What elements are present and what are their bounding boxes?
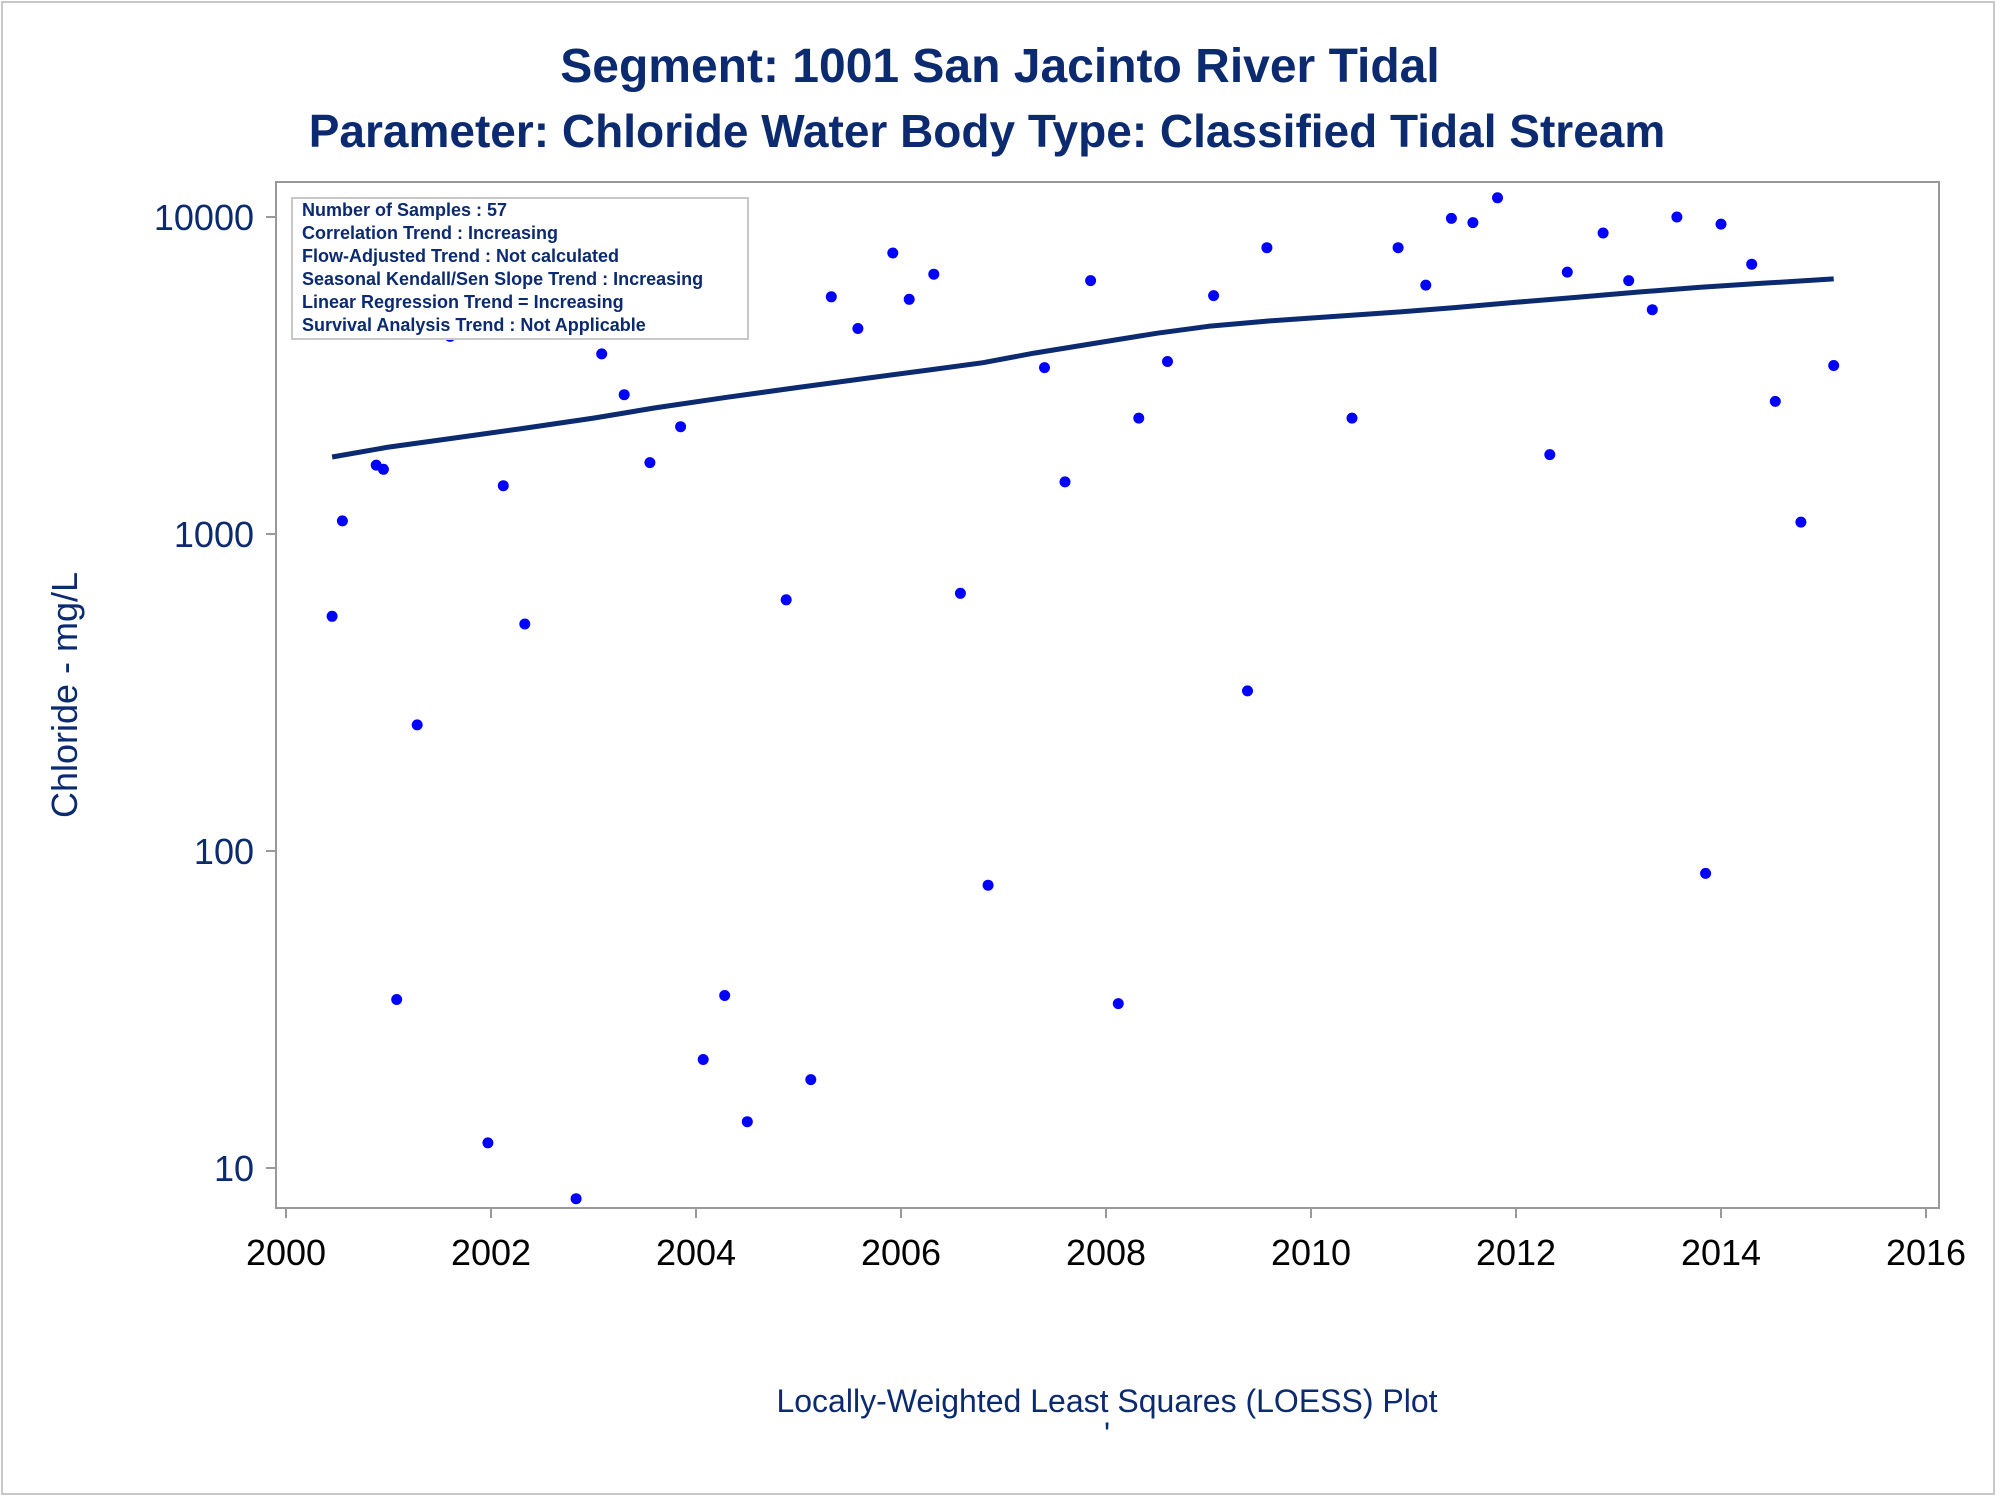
y-axis-title: Chloride - mg/L — [44, 572, 85, 818]
sample-point — [675, 421, 687, 433]
x-tick-label: 2006 — [861, 1232, 941, 1273]
sample-point — [852, 323, 864, 334]
sample-point — [326, 610, 338, 622]
loess-trend-layer — [331, 276, 1834, 460]
sample-point — [336, 515, 348, 527]
plot-area — [275, 181, 1940, 1209]
inset-line-seasonal-kendall: Seasonal Kendall/Sen Slope Trend : Incre… — [302, 269, 703, 289]
sample-point — [697, 1054, 709, 1065]
sample-point — [928, 268, 940, 280]
sample-point — [887, 247, 899, 259]
x-tick-label: 2008 — [1066, 1232, 1146, 1273]
y-tick-label: 10000 — [154, 197, 254, 238]
x-tick-label: 2016 — [1886, 1232, 1966, 1273]
sample-point — [982, 879, 994, 891]
sample-point — [1597, 227, 1609, 239]
sample-point — [903, 293, 915, 305]
inset-line-linear-regression: Linear Regression Trend = Increasing — [302, 292, 624, 312]
x-tick-label: 2014 — [1681, 1232, 1761, 1273]
sample-point — [954, 587, 966, 599]
sample-point — [780, 594, 792, 606]
inset-line-survival-analysis: Survival Analysis Trend : Not Applicable — [302, 315, 646, 335]
sample-point — [482, 1137, 494, 1149]
sample-point — [618, 389, 630, 401]
sample-point — [1162, 356, 1173, 367]
sample-point — [391, 994, 403, 1005]
plot-footnote: Locally-Weighted Least Squares (LOESS) P… — [776, 1383, 1437, 1419]
sample-point — [719, 990, 731, 1001]
trend-summary-inset: Number of Samples : 57 Correlation Trend… — [291, 197, 749, 340]
sample-point — [1242, 685, 1253, 697]
inset-box — [291, 197, 749, 340]
sample-point — [1671, 211, 1683, 223]
sample-point — [1445, 212, 1457, 224]
sample-point — [1039, 362, 1050, 374]
sample-point — [1492, 192, 1503, 204]
x-tick-label: 2010 — [1271, 1232, 1351, 1273]
sample-point — [1261, 242, 1273, 254]
y-tick-label: 100 — [194, 831, 254, 872]
loess-trend-line — [331, 276, 1834, 460]
footnote-mark: ' — [1104, 1416, 1110, 1452]
chart-subtitle: Parameter: Chloride Water Body Type: Cla… — [309, 105, 1666, 157]
sample-point — [377, 463, 389, 475]
sample-point — [825, 291, 837, 303]
chart-title: Segment: 1001 San Jacinto River Tidal — [560, 40, 1439, 93]
sample-point — [1112, 998, 1124, 1010]
sample-point — [1085, 275, 1097, 287]
sample-point — [1746, 258, 1758, 270]
y-tick-label: 10 — [214, 1148, 254, 1189]
sample-point — [570, 1193, 582, 1205]
sample-point — [1623, 275, 1635, 287]
sample-point — [741, 1116, 753, 1128]
sample-point — [1346, 412, 1358, 424]
sample-point — [1646, 304, 1658, 316]
sample-point — [1715, 218, 1727, 230]
y-axis: 10 100 1000 10000 — [154, 197, 276, 1189]
sample-point — [1420, 279, 1432, 291]
sample-point — [1467, 217, 1479, 229]
y-tick-label: 1000 — [174, 514, 254, 555]
sample-point — [596, 348, 608, 360]
sample-point — [1700, 867, 1712, 879]
sample-point — [1059, 476, 1071, 488]
sample-point — [411, 719, 423, 731]
inset-line-flow-adjusted: Flow-Adjusted Trend : Not calculated — [302, 246, 619, 266]
sample-point — [1133, 412, 1145, 424]
sample-point — [805, 1074, 817, 1086]
sample-point — [1795, 516, 1807, 528]
sample-point — [519, 618, 531, 630]
sample-point — [1544, 449, 1556, 461]
x-tick-label: 2004 — [656, 1232, 736, 1273]
x-tick-label: 2000 — [246, 1232, 326, 1273]
sample-point — [497, 480, 509, 492]
sample-point — [1828, 360, 1840, 371]
sample-point — [1769, 395, 1781, 407]
inset-line-correlation: Correlation Trend : Increasing — [302, 223, 558, 243]
x-axis: 2000 2002 2004 2006 2008 2010 2012 2014 2016 — [246, 1208, 1966, 1273]
x-tick-label: 2002 — [451, 1232, 531, 1273]
sample-point — [1392, 242, 1404, 254]
sample-point — [1208, 290, 1220, 302]
sample-point — [1561, 266, 1573, 278]
x-tick-label: 2012 — [1476, 1232, 1556, 1273]
sample-point — [644, 457, 656, 469]
inset-line-samples: Number of Samples : 57 — [302, 200, 507, 220]
